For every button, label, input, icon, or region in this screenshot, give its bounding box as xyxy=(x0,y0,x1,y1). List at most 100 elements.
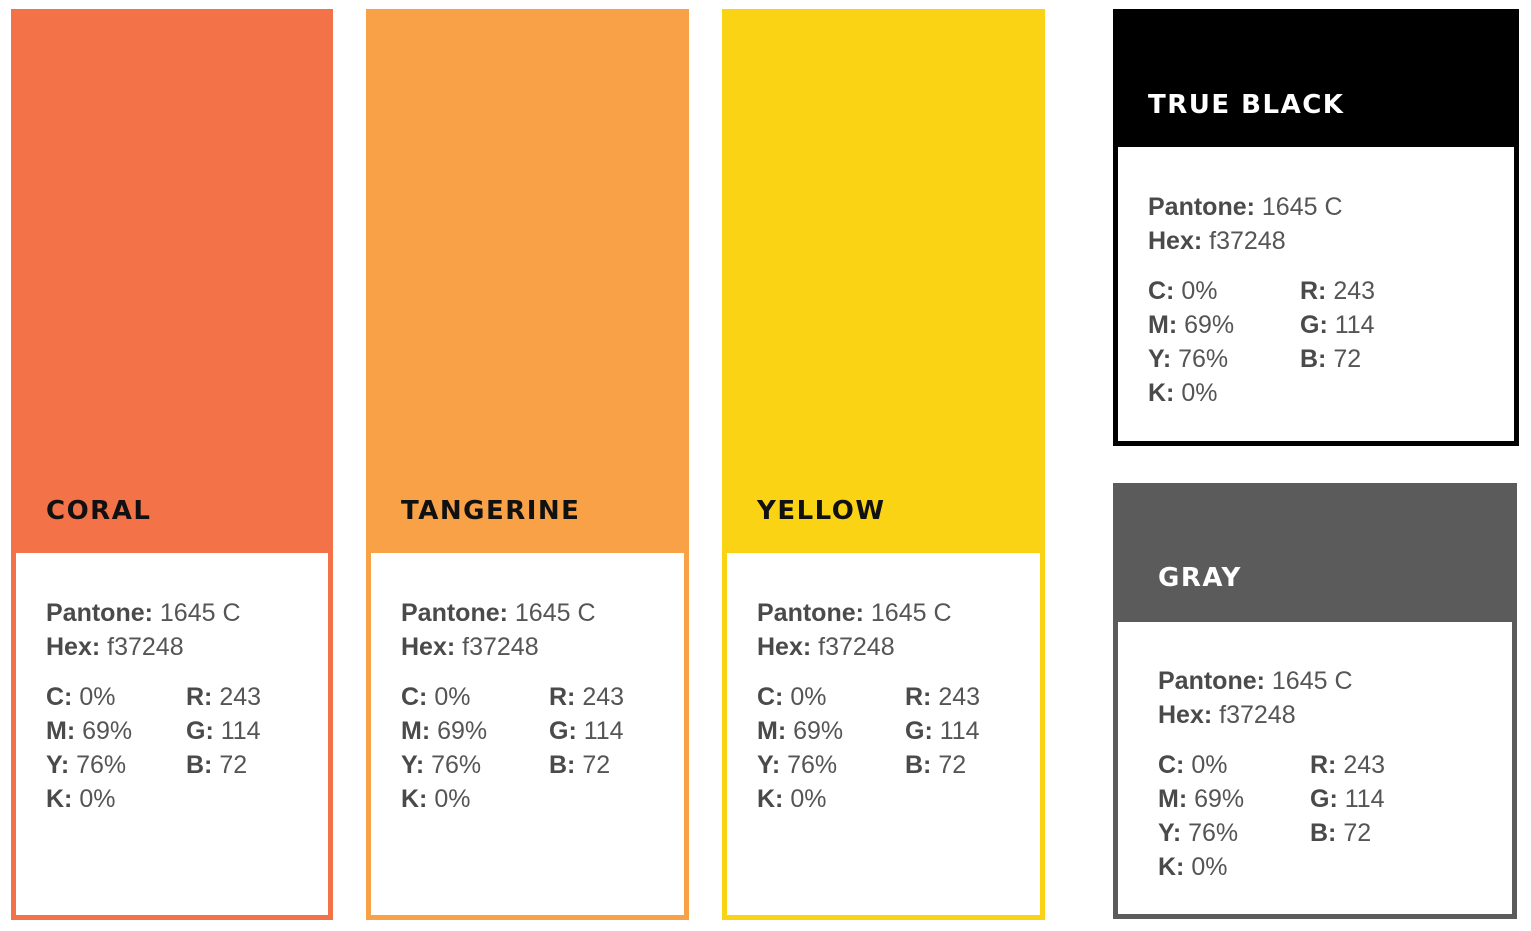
hex-label: Hex: xyxy=(1148,227,1203,255)
color-card-gray: GRAY Pantone: 1645 C Hex: f37248 C: 0% M… xyxy=(1113,483,1517,919)
pantone-value: 1645 C xyxy=(514,599,596,627)
green-value: 114 xyxy=(583,717,624,745)
key-label: K: xyxy=(46,785,73,813)
red-label: R: xyxy=(549,683,576,711)
color-name: TRUE BLACK xyxy=(1148,90,1345,120)
red-value: 243 xyxy=(1333,277,1376,305)
red-label: R: xyxy=(905,683,932,711)
color-specs: Pantone: 1645 C Hex: f37248 C: 0% M: 69%… xyxy=(1158,664,1502,881)
key-value: 0% xyxy=(434,785,471,813)
hex-label: Hex: xyxy=(401,633,456,661)
color-name: TANGERINE xyxy=(401,496,581,526)
magenta-label: M: xyxy=(401,717,431,745)
yellow-label: Y: xyxy=(1158,819,1182,847)
cyan-value: 0% xyxy=(1191,751,1228,779)
magenta-value: 69% xyxy=(793,717,844,745)
key-label: K: xyxy=(401,785,428,813)
pantone-label: Pantone: xyxy=(1158,667,1265,695)
blue-label: B: xyxy=(186,751,213,779)
yellow-value: 76% xyxy=(431,751,482,779)
color-swatch xyxy=(1118,488,1512,622)
hex-value: f37248 xyxy=(462,633,539,661)
color-swatch xyxy=(371,14,684,553)
color-specs: Pantone: 1645 C Hex: f37248 C: 0% M: 69%… xyxy=(1148,190,1504,407)
red-label: R: xyxy=(186,683,213,711)
blue-value: 72 xyxy=(582,751,611,779)
pantone-label: Pantone: xyxy=(401,599,508,627)
yellow-value: 76% xyxy=(1188,819,1239,847)
green-label: G: xyxy=(186,717,214,745)
hex-label: Hex: xyxy=(46,633,101,661)
cyan-label: C: xyxy=(1148,277,1175,305)
pantone-value: 1645 C xyxy=(870,599,952,627)
blue-label: B: xyxy=(1310,819,1337,847)
green-value: 114 xyxy=(220,717,261,745)
red-value: 243 xyxy=(938,683,981,711)
blue-value: 72 xyxy=(938,751,967,779)
cyan-value: 0% xyxy=(1181,277,1218,305)
key-value: 0% xyxy=(790,785,827,813)
pantone-value: 1645 C xyxy=(1271,667,1353,695)
cyan-label: C: xyxy=(1158,751,1185,779)
key-label: K: xyxy=(1158,853,1185,881)
hex-value: f37248 xyxy=(1209,227,1286,255)
color-specs: Pantone: 1645 C Hex: f37248 C: 0% M: 69%… xyxy=(46,596,318,813)
red-label: R: xyxy=(1310,751,1337,779)
yellow-value: 76% xyxy=(787,751,838,779)
magenta-label: M: xyxy=(1158,785,1188,813)
green-label: G: xyxy=(1310,785,1338,813)
color-specs: Pantone: 1645 C Hex: f37248 C: 0% M: 69%… xyxy=(401,596,674,813)
key-label: K: xyxy=(757,785,784,813)
blue-label: B: xyxy=(1300,345,1327,373)
pantone-label: Pantone: xyxy=(46,599,153,627)
magenta-value: 69% xyxy=(437,717,488,745)
yellow-label: Y: xyxy=(1148,345,1172,373)
yellow-value: 76% xyxy=(1178,345,1229,373)
color-swatch xyxy=(1118,14,1514,147)
green-value: 114 xyxy=(939,717,980,745)
key-value: 0% xyxy=(1191,853,1228,881)
hex-label: Hex: xyxy=(757,633,812,661)
magenta-value: 69% xyxy=(82,717,133,745)
blue-label: B: xyxy=(905,751,932,779)
yellow-label: Y: xyxy=(401,751,425,779)
magenta-label: M: xyxy=(1148,311,1178,339)
color-card-yellow: YELLOW Pantone: 1645 C Hex: f37248 C: 0%… xyxy=(722,9,1045,920)
green-label: G: xyxy=(1300,311,1328,339)
hex-value: f37248 xyxy=(107,633,184,661)
magenta-label: M: xyxy=(46,717,76,745)
cyan-label: C: xyxy=(401,683,428,711)
magenta-value: 69% xyxy=(1184,311,1235,339)
key-value: 0% xyxy=(1181,379,1218,407)
color-name: CORAL xyxy=(46,496,152,526)
pantone-label: Pantone: xyxy=(1148,193,1255,221)
color-name: GRAY xyxy=(1158,563,1242,593)
magenta-label: M: xyxy=(757,717,787,745)
red-value: 243 xyxy=(1343,751,1386,779)
blue-value: 72 xyxy=(1343,819,1372,847)
hex-label: Hex: xyxy=(1158,701,1213,729)
yellow-label: Y: xyxy=(46,751,70,779)
green-value: 114 xyxy=(1344,785,1385,813)
green-value: 114 xyxy=(1334,311,1375,339)
cyan-value: 0% xyxy=(790,683,827,711)
color-card-tangerine: TANGERINE Pantone: 1645 C Hex: f37248 C:… xyxy=(366,9,689,920)
color-specs: Pantone: 1645 C Hex: f37248 C: 0% M: 69%… xyxy=(757,596,1030,813)
color-swatch xyxy=(727,14,1040,553)
hex-value: f37248 xyxy=(818,633,895,661)
yellow-value: 76% xyxy=(76,751,127,779)
green-label: G: xyxy=(905,717,933,745)
magenta-value: 69% xyxy=(1194,785,1245,813)
blue-label: B: xyxy=(549,751,576,779)
blue-value: 72 xyxy=(1333,345,1362,373)
pantone-label: Pantone: xyxy=(757,599,864,627)
pantone-value: 1645 C xyxy=(1261,193,1343,221)
color-card-coral: CORAL Pantone: 1645 C Hex: f37248 C: 0% … xyxy=(11,9,333,920)
cyan-label: C: xyxy=(757,683,784,711)
color-name: YELLOW xyxy=(757,496,886,526)
cyan-value: 0% xyxy=(434,683,471,711)
key-value: 0% xyxy=(79,785,116,813)
color-card-true-black: TRUE BLACK Pantone: 1645 C Hex: f37248 C… xyxy=(1113,9,1519,446)
cyan-value: 0% xyxy=(79,683,116,711)
cyan-label: C: xyxy=(46,683,73,711)
